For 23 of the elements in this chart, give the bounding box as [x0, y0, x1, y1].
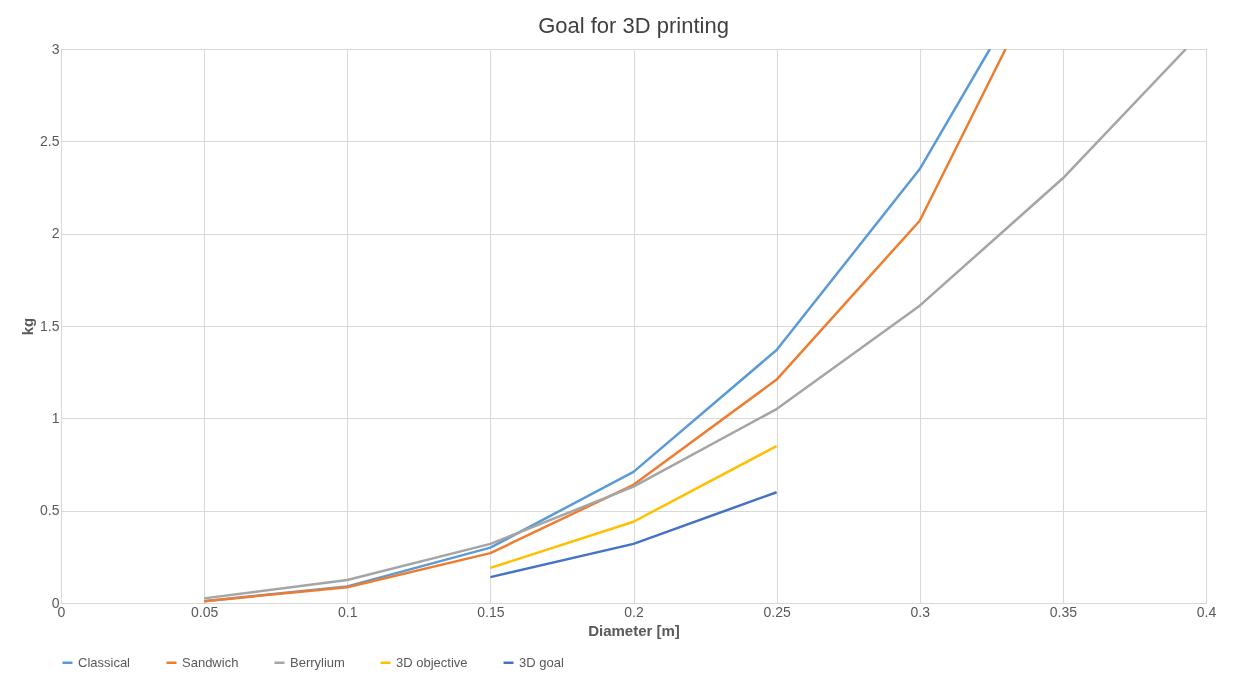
x-tick-label: 0.4: [1196, 603, 1217, 620]
y-tick-label: 2: [51, 225, 60, 242]
line-series: [202, 49, 1188, 600]
chart-title: Goal for 3D printing: [538, 13, 729, 38]
y-tick-label: 1.5: [40, 317, 60, 334]
y-tick-label: 3: [51, 40, 60, 57]
y-tick-label: 0.5: [40, 502, 60, 519]
legend-label: Berrylium: [290, 654, 345, 670]
x-tick-label: 0.1: [338, 603, 358, 620]
x-tick-label: 0.35: [1049, 603, 1078, 620]
y-tick-label: 2.5: [40, 132, 60, 149]
x-tick-label: 0.25: [763, 603, 791, 620]
x-axis-title: Diameter [m]: [588, 621, 680, 639]
x-tick-label: 0.3: [910, 603, 931, 620]
legend-label: Sandwich: [182, 654, 239, 670]
x-tick-label: 0.2: [624, 603, 644, 620]
x-tick-label: 0.15: [477, 603, 505, 620]
x-tick-label: 0.05: [191, 603, 219, 620]
legend-label: 3D goal: [519, 654, 564, 670]
y-tick-label: 1: [51, 409, 60, 426]
legend-label: Classical: [78, 654, 131, 670]
y-axis-title: kg: [19, 317, 37, 336]
legend-label: 3D objective: [396, 654, 468, 670]
